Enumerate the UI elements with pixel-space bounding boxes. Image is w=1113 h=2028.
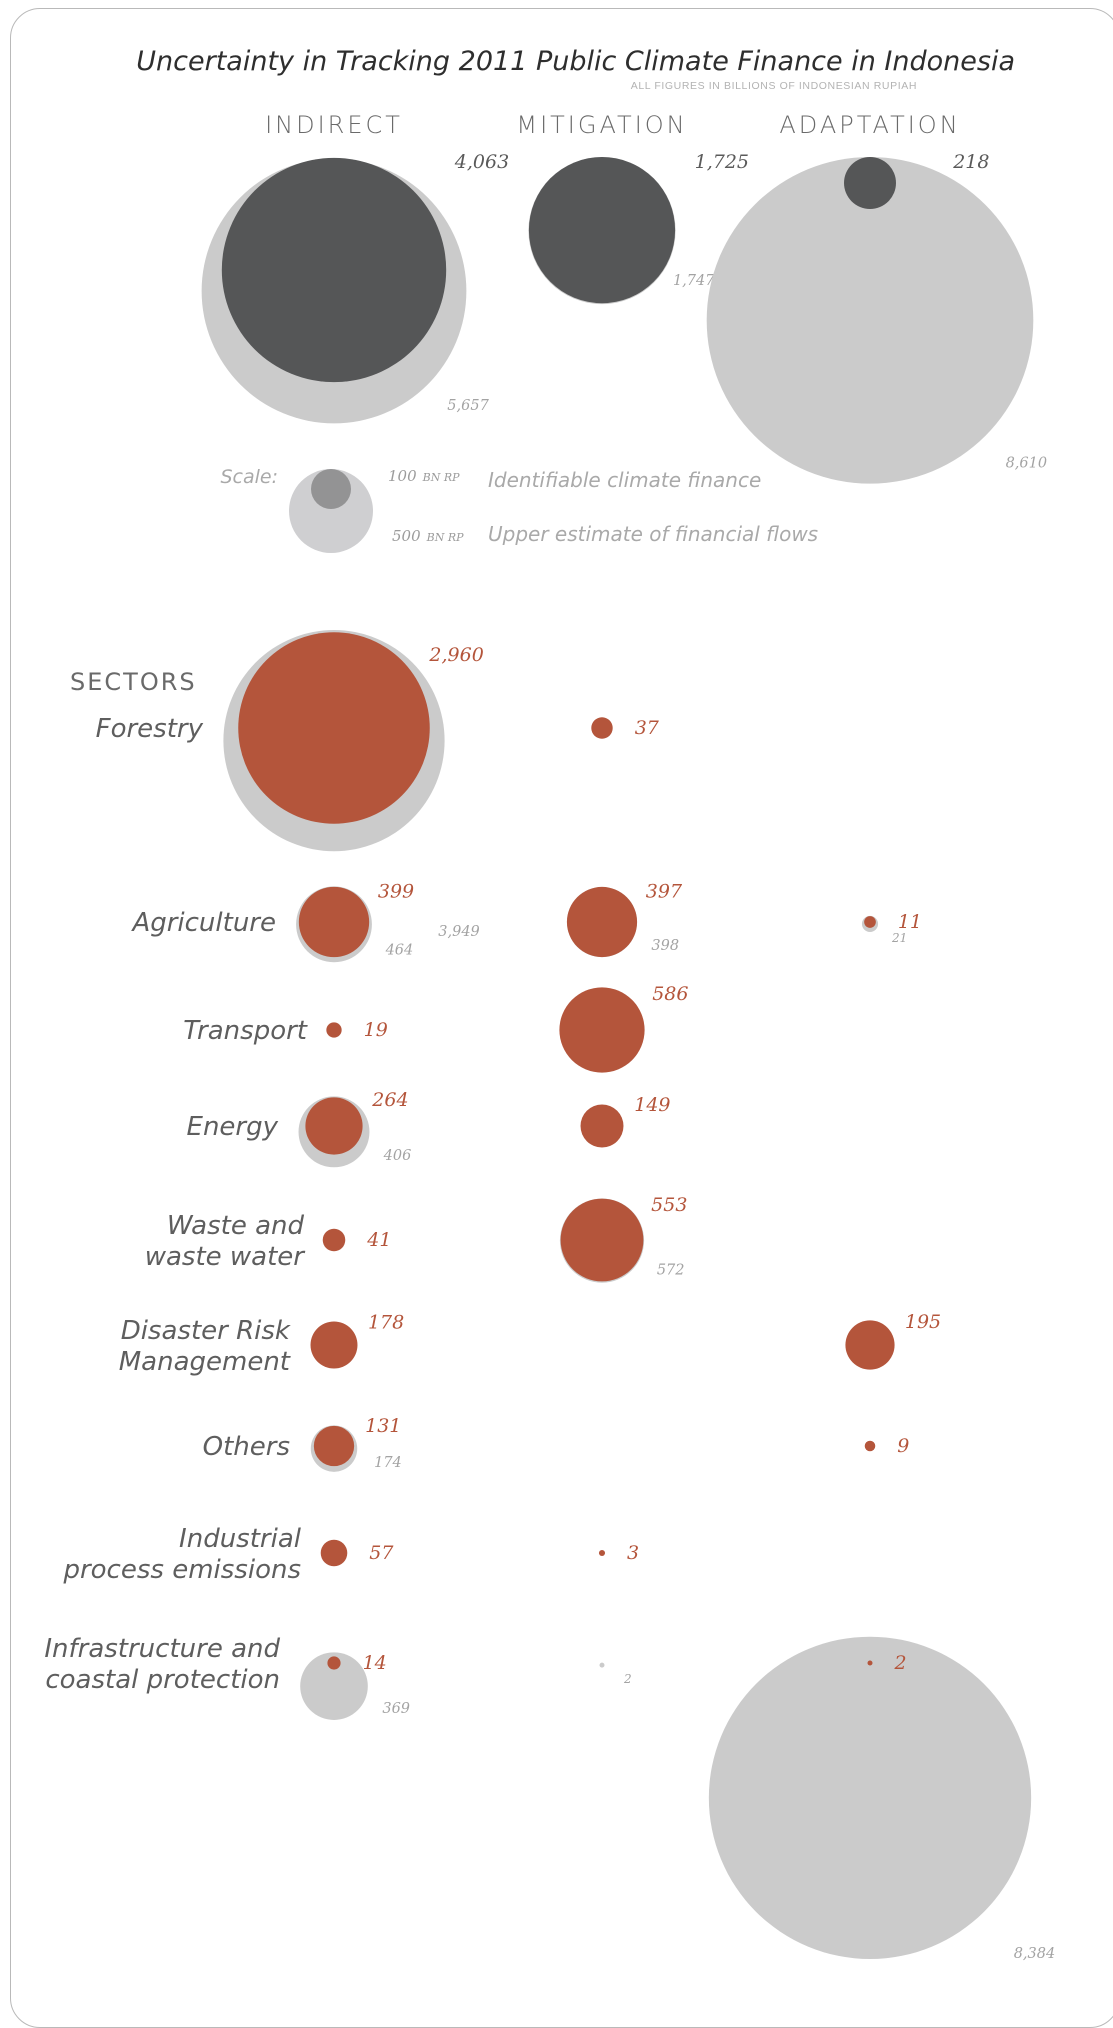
column-header-adaptation: ADAPTATION — [779, 111, 960, 139]
total-identifiable-label-indirect: 4,063 — [454, 151, 509, 173]
sector-label-transport: Transport — [183, 1016, 308, 1046]
sector-identifiable-bubble-energy-mitigation — [580, 1104, 624, 1148]
sector-identifiable-label-transport-mitigation: 586 — [652, 983, 688, 1005]
total-upper-label-adaptation: 8,610 — [1006, 455, 1048, 471]
sector-label-energy: Energy — [187, 1112, 279, 1142]
sector-label-industrial-process-emissions-line2: process emissions — [62, 1555, 301, 1585]
total-identifiable-bubble-mitigation — [528, 157, 676, 304]
sector-label-forestry: Forestry — [96, 714, 204, 744]
total-identifiable-label-adaptation: 218 — [952, 151, 989, 173]
sector-label-waste-and-waste-water-line1: Waste and — [167, 1211, 305, 1241]
column-header-mitigation: MITIGATION — [516, 111, 687, 139]
sector-identifiable-label-forestry-indirect: 2,960 — [428, 644, 483, 666]
sector-identifiable-bubble-energy-indirect — [305, 1097, 363, 1155]
sector-label-industrial-process-emissions-line1: Industrial — [179, 1524, 302, 1554]
sector-identifiable-label-others-adaptation: 9 — [897, 1435, 909, 1457]
sector-identifiable-label-disaster-risk-management-indirect: 178 — [368, 1312, 404, 1334]
sector-identifiable-label-infrastructure-and-coastal-protection-indirect: 14 — [363, 1652, 387, 1674]
sector-upper-label-agriculture-indirect: 464 — [385, 943, 414, 959]
sector-identifiable-bubble-disaster-risk-management-adaptation — [845, 1320, 895, 1370]
sector-identifiable-bubble-agriculture-adaptation — [864, 916, 876, 928]
sector-upper-label-energy-indirect: 406 — [383, 1148, 412, 1164]
sector-identifiable-bubble-industrial-process-emissions-mitigation — [598, 1549, 606, 1557]
chart-title: Uncertainty in Tracking 2011 Public Clim… — [136, 46, 1015, 77]
sector-upper-label-infrastructure-and-coastal-protection-mitigation: 2 — [623, 1672, 632, 1686]
sector-identifiable-label-industrial-process-emissions-indirect: 57 — [369, 1542, 394, 1564]
sector-identifiable-bubble-waste-and-waste-water-indirect — [322, 1228, 346, 1252]
sector-identifiable-bubble-others-indirect — [313, 1425, 355, 1467]
scale-legend: Scale: 100 BN RP 500 BN RP Identifiable cl… — [220, 466, 818, 553]
sector-identifiable-label-industrial-process-emissions-mitigation: 3 — [627, 1542, 639, 1564]
sector-identifiable-bubble-infrastructure-and-coastal-protection-adaptation — [867, 1660, 873, 1666]
sector-label-waste-and-waste-water-line2: waste water — [145, 1242, 307, 1272]
total-upper-bubble-adaptation — [706, 157, 1034, 484]
sector-identifiable-bubble-disaster-risk-management-indirect — [310, 1321, 358, 1369]
scale-large-bubble — [289, 469, 373, 553]
sector-identifiable-label-disaster-risk-management-adaptation: 195 — [905, 1311, 941, 1333]
sector-identifiable-label-waste-and-waste-water-indirect: 41 — [366, 1229, 391, 1251]
sector-label-disaster-risk-management-line1: Disaster Risk — [121, 1316, 291, 1346]
total-upper-label-indirect: 5,657 — [447, 398, 489, 414]
sector-label-disaster-risk-management-line2: Management — [119, 1347, 291, 1377]
total-identifiable-bubble-indirect — [221, 157, 447, 383]
sector-upper-label-waste-and-waste-water-mitigation: 572 — [657, 1262, 685, 1278]
column-header-indirect: INDIRECT — [265, 111, 403, 139]
sector-label-others: Others — [203, 1432, 290, 1462]
sector-identifiable-bubble-transport-mitigation — [559, 987, 645, 1073]
scale-small-bubble — [311, 469, 351, 509]
sectors-heading: SECTORS — [70, 668, 197, 696]
sector-upper-bubble-infrastructure-and-coastal-protection-indirect — [300, 1652, 368, 1720]
sector-identifiable-label-agriculture-adaptation: 11 — [898, 911, 922, 933]
scale-large-value: 500 BN RP — [392, 527, 464, 545]
sector-label-agriculture: Agriculture — [130, 908, 276, 938]
sector-upper-bubble-infrastructure-and-coastal-protection-mitigation — [599, 1662, 605, 1668]
sector-upper-label-agriculture-adaptation: 21 — [891, 931, 907, 945]
chart-subtitle: ALL FIGURES IN BILLIONS OF INDONESIAN RU… — [631, 80, 917, 92]
sector-bubbles: Forestry 2,960 3,949 37 Agriculture 399 464 397… — [44, 630, 1055, 1962]
sector-identifiable-bubble-waste-and-waste-water-mitigation — [560, 1198, 644, 1282]
scale-small-value: 100 BN RP — [388, 467, 460, 485]
scale-small-description: Identifiable climate finance — [488, 468, 761, 492]
sector-upper-label-infrastructure-and-coastal-protection-adaptation: 8,384 — [1014, 1946, 1056, 1962]
sector-identifiable-bubble-forestry-mitigation — [591, 717, 613, 739]
sector-label-infrastructure-and-coastal-protection-line1: Infrastructure and — [44, 1634, 280, 1664]
sector-identifiable-label-agriculture-indirect: 399 — [378, 880, 414, 902]
sector-upper-bubble-infrastructure-and-coastal-protection-adaptation — [708, 1636, 1032, 1960]
total-upper-label-mitigation: 1,747 — [673, 273, 715, 289]
sector-upper-label-agriculture-mitigation: 398 — [651, 938, 679, 954]
totals-bubbles: 4,063 5,657 1,725 1,747 218 8,610 — [201, 151, 1048, 484]
sector-identifiable-label-transport-indirect: 19 — [364, 1019, 388, 1041]
sector-upper-label-infrastructure-and-coastal-protection-indirect: 369 — [382, 1701, 410, 1717]
sector-upper-label-others-indirect: 174 — [374, 1455, 402, 1471]
sector-identifiable-label-waste-and-waste-water-mitigation: 553 — [651, 1194, 687, 1216]
sector-identifiable-bubble-infrastructure-and-coastal-protection-indirect — [327, 1656, 341, 1670]
sector-identifiable-label-agriculture-mitigation: 397 — [646, 880, 683, 902]
sector-identifiable-bubble-agriculture-indirect — [298, 886, 370, 958]
sector-identifiable-label-energy-mitigation: 149 — [634, 1094, 670, 1116]
scale-prefix: Scale: — [220, 466, 278, 488]
sector-identifiable-label-energy-indirect: 264 — [371, 1089, 408, 1111]
sector-label-infrastructure-and-coastal-protection-line2: coastal protection — [45, 1665, 280, 1695]
sector-identifiable-bubble-others-adaptation — [864, 1440, 876, 1452]
sector-upper-label-forestry-indirect: 3,949 — [438, 924, 480, 940]
total-identifiable-bubble-adaptation — [844, 157, 896, 209]
total-identifiable-label-mitigation: 1,725 — [695, 151, 749, 173]
sector-identifiable-label-forestry-mitigation: 37 — [635, 717, 660, 739]
sector-identifiable-bubble-industrial-process-emissions-indirect — [320, 1539, 348, 1567]
scale-large-description: Upper estimate of financial flows — [488, 522, 818, 546]
sector-identifiable-bubble-forestry-indirect — [238, 632, 430, 824]
sector-identifiable-label-infrastructure-and-coastal-protection-adaptation: 2 — [893, 1652, 906, 1674]
sector-identifiable-label-others-indirect: 131 — [365, 1415, 401, 1437]
sector-identifiable-bubble-agriculture-mitigation — [566, 886, 638, 958]
sector-identifiable-bubble-transport-indirect — [326, 1022, 342, 1038]
